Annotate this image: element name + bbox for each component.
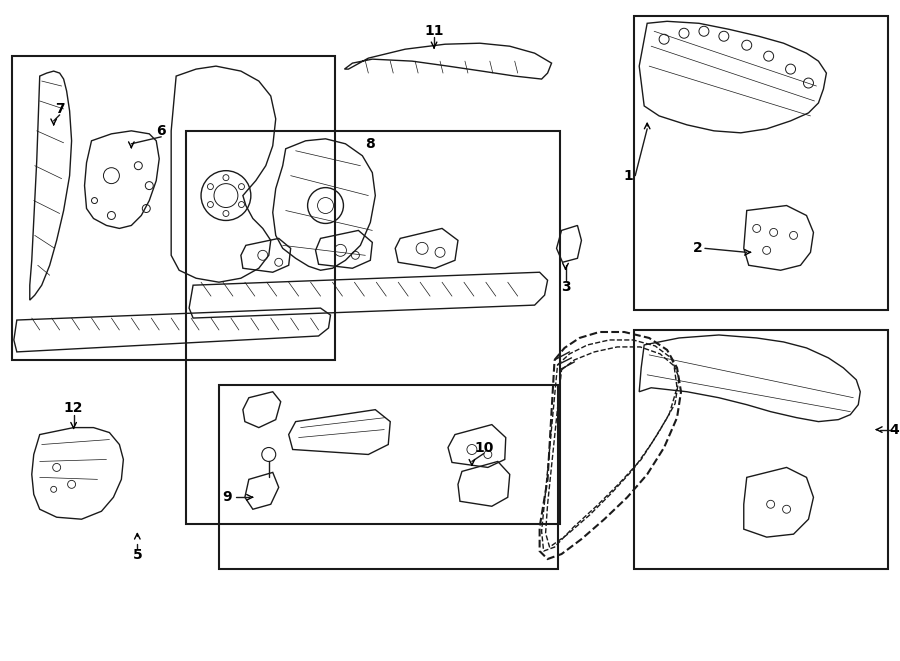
Text: 12: 12 (64, 401, 84, 414)
Bar (219, 385, 557, 569)
Bar (12, 56, 336, 360)
Text: 7: 7 (55, 102, 65, 116)
Text: 9: 9 (222, 490, 232, 504)
Text: 3: 3 (561, 280, 571, 294)
Text: 4: 4 (889, 422, 899, 436)
Bar (186, 131, 560, 524)
Text: 11: 11 (424, 24, 444, 38)
Text: 8: 8 (365, 137, 375, 151)
Bar (634, 17, 888, 310)
Text: 2: 2 (693, 241, 703, 255)
Text: 1: 1 (624, 169, 633, 182)
Text: 10: 10 (474, 440, 493, 455)
Text: 5: 5 (132, 548, 142, 562)
Bar (634, 330, 888, 569)
Text: 6: 6 (157, 124, 166, 138)
